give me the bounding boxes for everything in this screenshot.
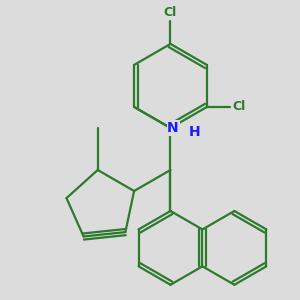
Text: Cl: Cl xyxy=(164,6,177,19)
Text: Cl: Cl xyxy=(232,100,245,113)
Text: N: N xyxy=(167,121,179,135)
Text: H: H xyxy=(188,125,200,139)
